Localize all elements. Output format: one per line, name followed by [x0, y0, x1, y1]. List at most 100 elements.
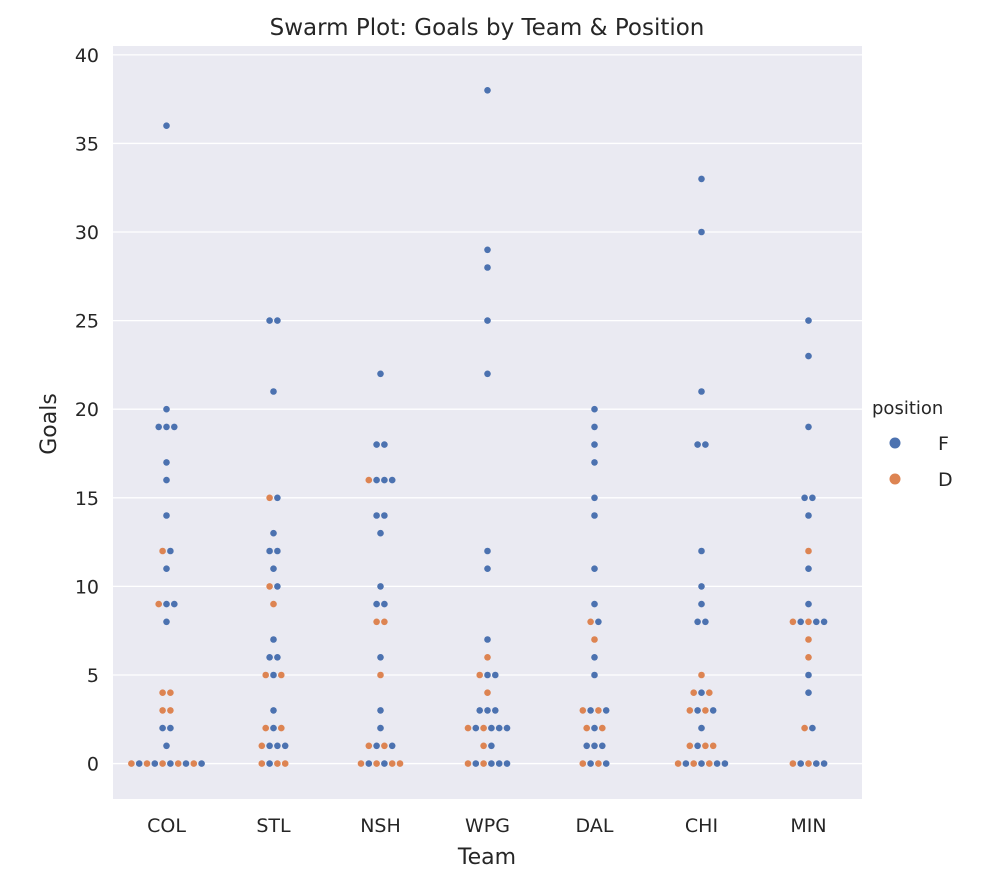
y-tick-label: 0: [87, 754, 99, 776]
data-point: [266, 654, 273, 661]
data-point: [464, 724, 472, 732]
data-point: [270, 724, 277, 732]
data-points: [128, 87, 828, 767]
data-point: [495, 724, 503, 732]
x-tick-label: COL: [147, 815, 186, 837]
data-point: [698, 388, 705, 395]
data-point: [591, 636, 598, 643]
data-point: [128, 760, 135, 767]
data-point: [167, 724, 174, 732]
data-point: [388, 760, 396, 767]
data-point: [377, 724, 384, 732]
data-point: [686, 707, 694, 714]
data-point: [805, 600, 812, 608]
data-point: [381, 742, 388, 750]
data-point: [270, 707, 277, 714]
y-tick-label: 20: [75, 399, 99, 421]
data-point: [396, 760, 404, 767]
legend-marker: [889, 473, 901, 485]
data-point: [472, 760, 480, 767]
data-point: [484, 370, 491, 378]
data-point: [698, 689, 705, 696]
data-point: [484, 565, 491, 572]
data-point: [591, 742, 598, 750]
data-point: [159, 689, 166, 696]
data-point: [167, 760, 174, 767]
data-point: [789, 760, 797, 767]
data-point: [805, 654, 812, 661]
data-point: [373, 476, 380, 484]
data-point: [274, 742, 281, 750]
chart-title: Swarm Plot: Goals by Team & Position: [270, 15, 705, 41]
data-point: [591, 565, 598, 572]
data-point: [155, 423, 162, 431]
data-point: [163, 600, 170, 608]
data-point: [159, 547, 166, 555]
data-point: [190, 760, 198, 767]
data-point: [694, 707, 701, 714]
data-point: [805, 352, 812, 360]
data-point: [801, 494, 808, 502]
data-point: [480, 760, 487, 767]
data-point: [579, 707, 587, 714]
data-point: [579, 760, 587, 767]
y-tick-label: 5: [87, 665, 99, 687]
data-point: [155, 600, 162, 608]
data-point: [270, 636, 277, 643]
data-point: [698, 583, 705, 590]
data-point: [480, 724, 487, 732]
data-point: [805, 512, 812, 519]
data-point: [488, 760, 495, 767]
data-point: [198, 760, 205, 767]
data-point: [163, 565, 170, 572]
data-point: [698, 671, 705, 679]
data-point: [591, 494, 598, 502]
data-point: [709, 742, 717, 750]
data-point: [805, 547, 812, 555]
data-point: [171, 600, 178, 608]
data-point: [163, 459, 170, 466]
data-point: [690, 760, 697, 767]
data-point: [591, 724, 598, 732]
data-point: [805, 423, 812, 431]
data-point: [159, 760, 166, 767]
data-point: [702, 441, 709, 448]
data-point: [365, 742, 373, 750]
data-point: [278, 671, 285, 679]
data-point: [480, 742, 487, 750]
data-point: [698, 760, 705, 767]
data-point: [167, 689, 174, 696]
data-point: [591, 600, 598, 608]
data-point: [591, 423, 598, 431]
data-point: [820, 760, 828, 767]
data-point: [702, 742, 709, 750]
data-point: [163, 122, 170, 129]
data-point: [809, 724, 816, 732]
data-point: [694, 441, 701, 448]
data-point: [377, 529, 384, 537]
data-point: [809, 494, 816, 502]
data-point: [789, 618, 797, 626]
data-point: [143, 760, 151, 767]
y-axis-title: Goals: [37, 393, 62, 455]
data-point: [258, 742, 266, 750]
x-tick-label: STL: [256, 815, 291, 837]
data-point: [813, 618, 820, 626]
data-point: [274, 654, 281, 661]
data-point: [377, 370, 384, 378]
data-point: [488, 724, 495, 732]
legend: position FD: [872, 398, 953, 491]
data-point: [262, 671, 270, 679]
x-tick-label: CHI: [685, 815, 718, 837]
data-point: [381, 512, 388, 519]
data-point: [270, 600, 277, 608]
data-point: [373, 512, 380, 519]
data-point: [373, 618, 380, 626]
data-point: [174, 760, 182, 767]
data-point: [262, 724, 270, 732]
data-point: [274, 547, 281, 555]
data-point: [373, 600, 380, 608]
data-point: [698, 724, 705, 732]
data-point: [706, 760, 713, 767]
